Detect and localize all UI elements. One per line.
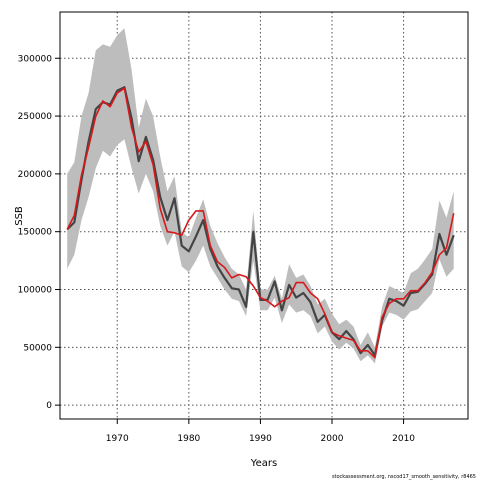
x-axis-title: Years: [250, 458, 277, 469]
plot-frame: [59, 11, 469, 420]
x-tick-label: 1980: [177, 434, 200, 444]
y-tick-label: 100000: [18, 286, 53, 296]
x-tick-label: 1970: [106, 434, 129, 444]
series-line-red: [66, 87, 455, 359]
y-tick-label: 0: [46, 401, 52, 411]
y-tick-label: 250000: [18, 112, 53, 122]
x-tick-label: 1990: [249, 434, 272, 444]
y-axis-ticks: 0 50000 100000 150000 200000 250000 300000: [18, 54, 60, 411]
source-note: stockassessment.org, nscod17_smooth_sens…: [332, 474, 476, 480]
y-tick-label: 300000: [18, 54, 53, 64]
series-line-dark: [66, 86, 455, 357]
y-tick-label: 200000: [18, 170, 53, 180]
y-axis-title: SSB: [14, 206, 25, 226]
y-tick-label: 150000: [18, 228, 53, 238]
x-axis-ticks: 1970 1980 1990 2000 2010: [106, 419, 415, 444]
y-tick-label: 50000: [23, 343, 52, 353]
x-tick-label: 2010: [392, 434, 415, 444]
x-tick-label: 2000: [321, 434, 344, 444]
series-layer: [66, 86, 455, 359]
